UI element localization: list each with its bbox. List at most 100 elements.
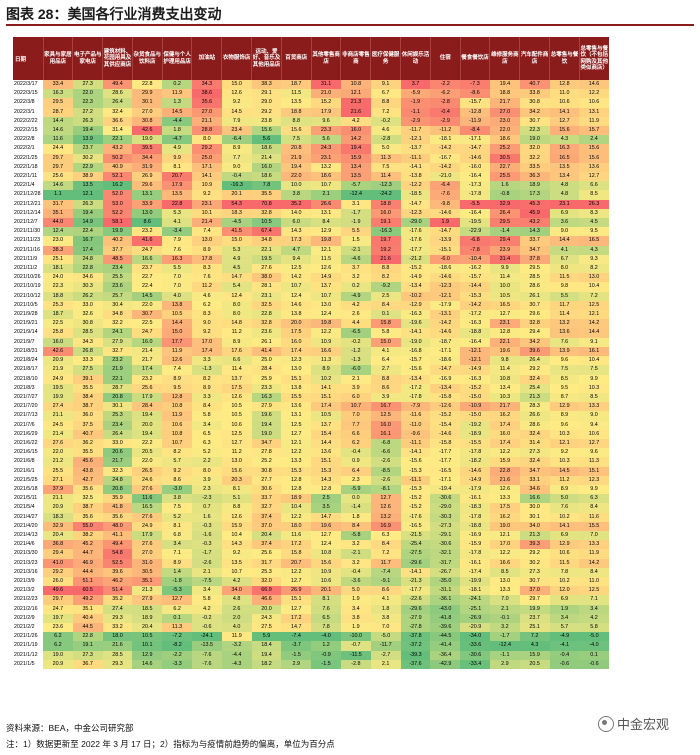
table-cell: 7.2 [370, 549, 401, 559]
table-cell: 16.0 [370, 208, 401, 219]
table-cell: 51.1 [72, 576, 103, 587]
table-cell: 27.6 [132, 484, 163, 495]
table-row: 2022/2/15 14.6 19.4 31.4 42.6 1.8 28.8 23.4 15.6… [13, 126, 609, 136]
table-cell: 15.1 [311, 392, 341, 403]
table-cell: -31.1 [430, 586, 461, 596]
table-cell: 22.1 [489, 337, 520, 347]
table-cell: 7.5 [549, 365, 580, 375]
table-cell: 21.7 [102, 457, 133, 467]
row-date: 2021/10/12 [13, 291, 43, 301]
table-cell: 28.4 [132, 402, 163, 412]
table-cell: 5.3 [162, 208, 192, 219]
table-cell: 19.1 [370, 218, 401, 228]
table-cell: 6.7 [549, 254, 580, 265]
table-cell: 34.7 [519, 466, 550, 476]
table-cell: 32.2 [102, 319, 133, 329]
table-cell: 16.1 [370, 429, 401, 439]
table-cell: -6.5 [340, 328, 371, 338]
table-cell: 12.6 [370, 503, 401, 513]
table-cell: 8.0 [549, 264, 580, 274]
table-cell: 0.7 [191, 503, 222, 513]
table-cell: 8.9 [221, 337, 252, 347]
table-cell: 27.7 [251, 475, 282, 485]
table-cell: -0.4 [549, 650, 580, 660]
row-date: 2021/2/9 [13, 613, 43, 623]
table-cell: 13.8 [281, 383, 312, 393]
table-cell: -15.6 [400, 365, 431, 375]
table-cell: 32.2 [519, 153, 550, 163]
table-cell: 33.7 [251, 494, 282, 504]
table-cell: 16.0 [340, 126, 371, 136]
table-cell: 30.7 [132, 310, 163, 320]
table-cell: 20.5 [132, 448, 163, 458]
table-cell: 38.7 [72, 503, 103, 513]
table-cell: 15.1 [311, 457, 341, 467]
table-row: 2022/2/1 24.4 23.7 43.2 39.5 4.9 29.2 8.9 18.6 20… [13, 144, 609, 154]
table-cell: 21.6 [370, 254, 401, 265]
table-cell: 3.4 [579, 604, 609, 614]
table-cell: 36.0 [72, 411, 103, 421]
table-cell: 34.6 [519, 484, 550, 495]
table-row: 2021/4/6 36.8 45.2 49.4 27.6 3.4 -0.3 14.3 37.4 1… [13, 540, 609, 550]
table-cell: 19.0 [251, 429, 282, 439]
table-cell: 36.6 [102, 116, 133, 127]
table-cell: 6.9 [549, 208, 580, 219]
table-cell: -2.1 [340, 245, 371, 255]
table-cell: 5.5 [340, 227, 371, 237]
table-cell: -25.1 [460, 604, 490, 614]
table-cell: 3.9 [370, 392, 401, 403]
table-cell: -16.9 [460, 530, 490, 541]
table-cell: 12.2 [281, 448, 312, 458]
column-header: 住宿 [429, 37, 461, 80]
table-cell: 8.1 [162, 162, 192, 173]
table-cell: 1.4 [162, 567, 192, 577]
table-cell: 8.1 [311, 595, 341, 605]
table-cell: -8.1 [370, 484, 401, 495]
table-cell: 7.6 [162, 245, 192, 255]
table-cell: 17.4 [311, 402, 341, 412]
table-cell: 12.7 [162, 595, 192, 605]
table-cell: 27.2 [72, 107, 103, 117]
table-row: 2021/2/16 24.7 35.1 27.4 18.5 6.2 4.2 2.6 20.0 12… [13, 604, 609, 614]
table-cell: 12.7 [370, 494, 401, 504]
row-date: 2021/12/28 [13, 190, 43, 200]
table-cell: 13.0 [191, 236, 222, 246]
table-cell: -0.6 [191, 622, 222, 633]
table-cell: -17.7 [430, 457, 461, 467]
table-cell: 8.8 [221, 503, 252, 513]
table-cell: -8.2 [162, 641, 192, 651]
table-cell: 3.2 [489, 622, 520, 633]
table-cell: 22.8 [251, 310, 282, 320]
table-cell: 36.7 [72, 659, 103, 669]
table-cell: 10.8 [162, 429, 192, 439]
table-cell: 10.2 [549, 512, 580, 522]
table-cell: -18.6 [430, 356, 461, 366]
table-cell: 17.2 [281, 613, 312, 623]
table-cell: 42.6 [132, 126, 163, 136]
table-cell: 32.5 [251, 300, 282, 311]
table-body: 2022/3/17 33.4 27.3 49.4 22.8 0.2 34.3 15.0 38.3… [13, 80, 609, 669]
row-date: 2022/1/18 [13, 162, 43, 173]
table-cell: 13.3 [579, 540, 609, 550]
table-cell: 34.2 [519, 107, 550, 117]
table-cell: 21.2 [43, 457, 73, 467]
table-cell: 31.4 [489, 254, 520, 265]
table-cell: 9.3 [579, 254, 609, 265]
table-cell: 11.9 [162, 346, 192, 357]
column-header: 非商店零售商 [340, 37, 371, 80]
table-cell: 9.5 [579, 227, 609, 237]
table-row: 2022/2/22 14.4 26.3 36.6 30.8 -4.4 21.1 7.9 23.8… [13, 116, 609, 127]
table-cell: 29.7 [519, 595, 550, 605]
table-cell: 4.1 [370, 346, 401, 357]
table-cell: -4.9 [340, 291, 371, 301]
table-cell: 9.5 [162, 383, 192, 393]
table-cell: -16.4 [460, 172, 490, 182]
table-cell: 14.6 [43, 181, 73, 191]
table-cell: 12.7 [221, 438, 252, 449]
row-date: 2021/12/21 [13, 199, 43, 209]
table-cell: 25.3 [43, 300, 73, 311]
table-cell: 29.3 [102, 659, 133, 669]
table-cell: 4.2 [191, 604, 222, 614]
table-cell: -17.8 [460, 448, 490, 458]
table-cell: 24.8 [72, 254, 103, 265]
